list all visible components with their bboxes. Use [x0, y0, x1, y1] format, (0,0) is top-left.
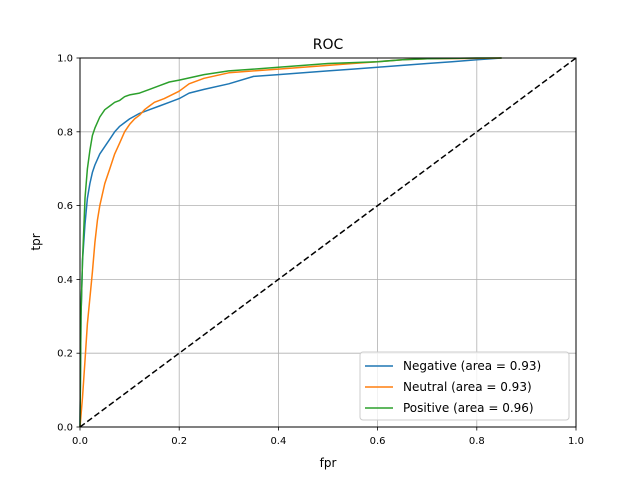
y-tick-label: 0.4 — [57, 275, 73, 286]
x-tick-label: 0.2 — [171, 436, 187, 447]
legend-box — [359, 351, 570, 421]
chance-diagonal-line — [79, 57, 577, 428]
y-axis-label: tpr — [29, 233, 43, 250]
y-tick-label: 0.6 — [57, 201, 73, 212]
y-tick-label: 1.0 — [57, 54, 73, 65]
legend-label-neutral: Neutral (area = 0.93) — [403, 380, 532, 394]
legend-label-negative: Negative (area = 0.93) — [403, 359, 541, 373]
chart-title: ROC — [313, 37, 344, 53]
roc-curve-negative — [79, 57, 502, 428]
legend-label-positive: Positive (area = 0.96) — [403, 401, 534, 415]
plot-frame — [79, 57, 577, 428]
x-tick-label: 0.8 — [469, 436, 485, 447]
roc-curve-neutral — [79, 57, 502, 428]
x-axis-ticks: 0.0 0.2 0.4 0.6 0.8 1.0 — [72, 427, 584, 447]
x-tick-label: 0.6 — [370, 436, 386, 447]
y-tick-label: 0.2 — [57, 349, 73, 360]
y-tick-label: 0.8 — [57, 127, 73, 138]
y-tick-label: 0.0 — [57, 423, 73, 434]
y-axis-ticks: 0.0 0.2 0.4 0.6 0.8 1.0 — [57, 54, 80, 434]
x-tick-label: 0.0 — [72, 436, 88, 447]
legend: Negative (area = 0.93) Neutral (area = 0.… — [359, 351, 570, 421]
x-tick-label: 0.4 — [270, 436, 286, 447]
x-axis-label: fpr — [320, 456, 337, 470]
x-tick-label: 1.0 — [568, 436, 584, 447]
series-layer — [79, 57, 577, 428]
roc-curve-positive — [79, 57, 502, 428]
